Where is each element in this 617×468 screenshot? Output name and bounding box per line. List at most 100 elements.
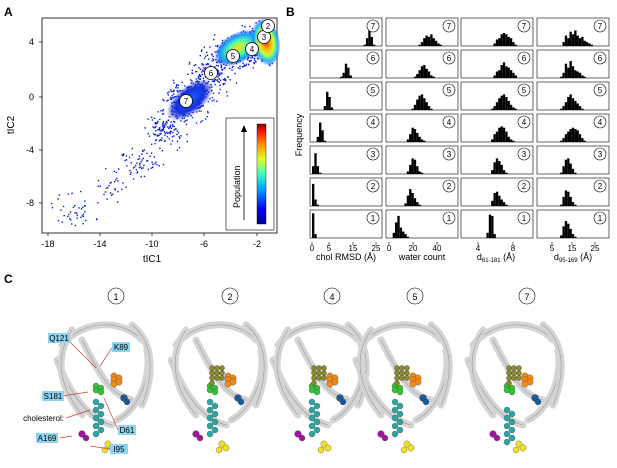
cholesterol-atom — [206, 406, 214, 414]
density-point — [85, 219, 87, 222]
density-point — [216, 79, 218, 81]
density-point — [173, 135, 175, 137]
hist-bar — [486, 232, 489, 238]
hist-bar — [560, 108, 563, 110]
hist-state-badge — [517, 115, 531, 129]
cholesterol-atom — [92, 422, 100, 430]
hist-col4-xlabel-main: d — [554, 252, 559, 262]
density-point — [173, 89, 175, 91]
state-circle-5 — [226, 49, 240, 63]
d61-tag — [118, 425, 136, 435]
water-atom — [399, 370, 405, 376]
density-point — [155, 125, 157, 128]
density-point — [135, 164, 137, 167]
hist-bar — [564, 35, 568, 46]
density-point — [170, 90, 173, 93]
panel-b-letter: B — [286, 5, 295, 19]
hist-bar — [500, 164, 503, 174]
density-point — [175, 85, 178, 87]
hist-col3-xlabel: d61-181 (Å) — [477, 252, 515, 264]
state-circle-7 — [179, 94, 193, 108]
hist-bar — [418, 70, 421, 78]
density-point — [191, 80, 193, 82]
i95-label: I95 — [113, 445, 125, 454]
density-point — [234, 72, 236, 75]
density-point — [219, 88, 221, 91]
colorbar — [256, 123, 267, 225]
density-point — [166, 131, 168, 134]
density-point — [96, 218, 98, 221]
hist-bar — [342, 72, 345, 78]
density-point — [146, 152, 148, 155]
water-atom — [516, 375, 522, 381]
residue-magenta-atom — [298, 434, 306, 442]
density-point — [143, 175, 146, 178]
density-point — [159, 127, 161, 129]
hist-bar — [560, 235, 563, 238]
density-point — [104, 191, 107, 193]
density-point — [63, 214, 65, 217]
density-blob-mid — [214, 29, 262, 67]
hist-bar — [514, 75, 517, 78]
density-point — [227, 76, 229, 78]
density-point — [67, 193, 69, 195]
density-point — [207, 58, 210, 60]
density-point — [114, 179, 117, 181]
hist-bar — [569, 228, 572, 238]
s181-tag — [42, 391, 64, 401]
hist-state-badge — [442, 83, 456, 97]
density-point — [108, 184, 110, 187]
density-point — [125, 159, 128, 161]
density-point — [147, 118, 149, 120]
hist-bar — [423, 98, 426, 110]
a169-tag — [36, 433, 58, 443]
density-point — [155, 134, 157, 136]
density-point — [251, 56, 253, 58]
density-point — [103, 193, 105, 196]
density-point — [251, 27, 254, 30]
density-point — [237, 67, 240, 69]
density-point — [176, 84, 178, 86]
water-atom — [394, 380, 400, 386]
density-point — [199, 55, 201, 57]
water-atom — [209, 365, 215, 371]
hist-bar — [502, 33, 506, 46]
density-point — [164, 132, 166, 134]
cholesterol-atom — [308, 422, 316, 430]
hist-bar — [574, 100, 577, 110]
hist-bar — [512, 140, 515, 142]
density-point — [61, 221, 63, 223]
k89-tag — [112, 342, 130, 352]
density-point — [149, 155, 151, 157]
hist-bar — [363, 44, 366, 46]
protein-ribbon-edge — [430, 324, 450, 406]
hist-bar — [507, 36, 510, 46]
hist-bar — [312, 183, 315, 206]
density-point — [213, 34, 216, 36]
density-point — [209, 65, 212, 67]
density-point — [178, 136, 180, 138]
cholesterol-atom — [396, 410, 404, 418]
cholesterol-atom — [391, 406, 399, 414]
density-point — [129, 173, 132, 175]
density-point — [167, 94, 169, 96]
density-point — [219, 79, 222, 81]
density-point — [113, 181, 116, 183]
residue-green-atom — [97, 388, 105, 396]
density-point — [162, 129, 164, 131]
density-point — [242, 62, 244, 64]
density-point — [72, 206, 75, 208]
density-point — [150, 116, 153, 118]
hist-state-number: 7 — [522, 22, 527, 31]
density-point — [150, 167, 152, 169]
density-point — [169, 126, 171, 129]
density-point — [158, 134, 160, 137]
density-point — [186, 133, 188, 136]
density-point — [138, 155, 141, 157]
density-point — [239, 65, 241, 67]
hist-bar — [500, 126, 503, 142]
density-point — [217, 65, 219, 67]
water-atom — [321, 365, 327, 371]
state-circle-6 — [204, 66, 218, 80]
